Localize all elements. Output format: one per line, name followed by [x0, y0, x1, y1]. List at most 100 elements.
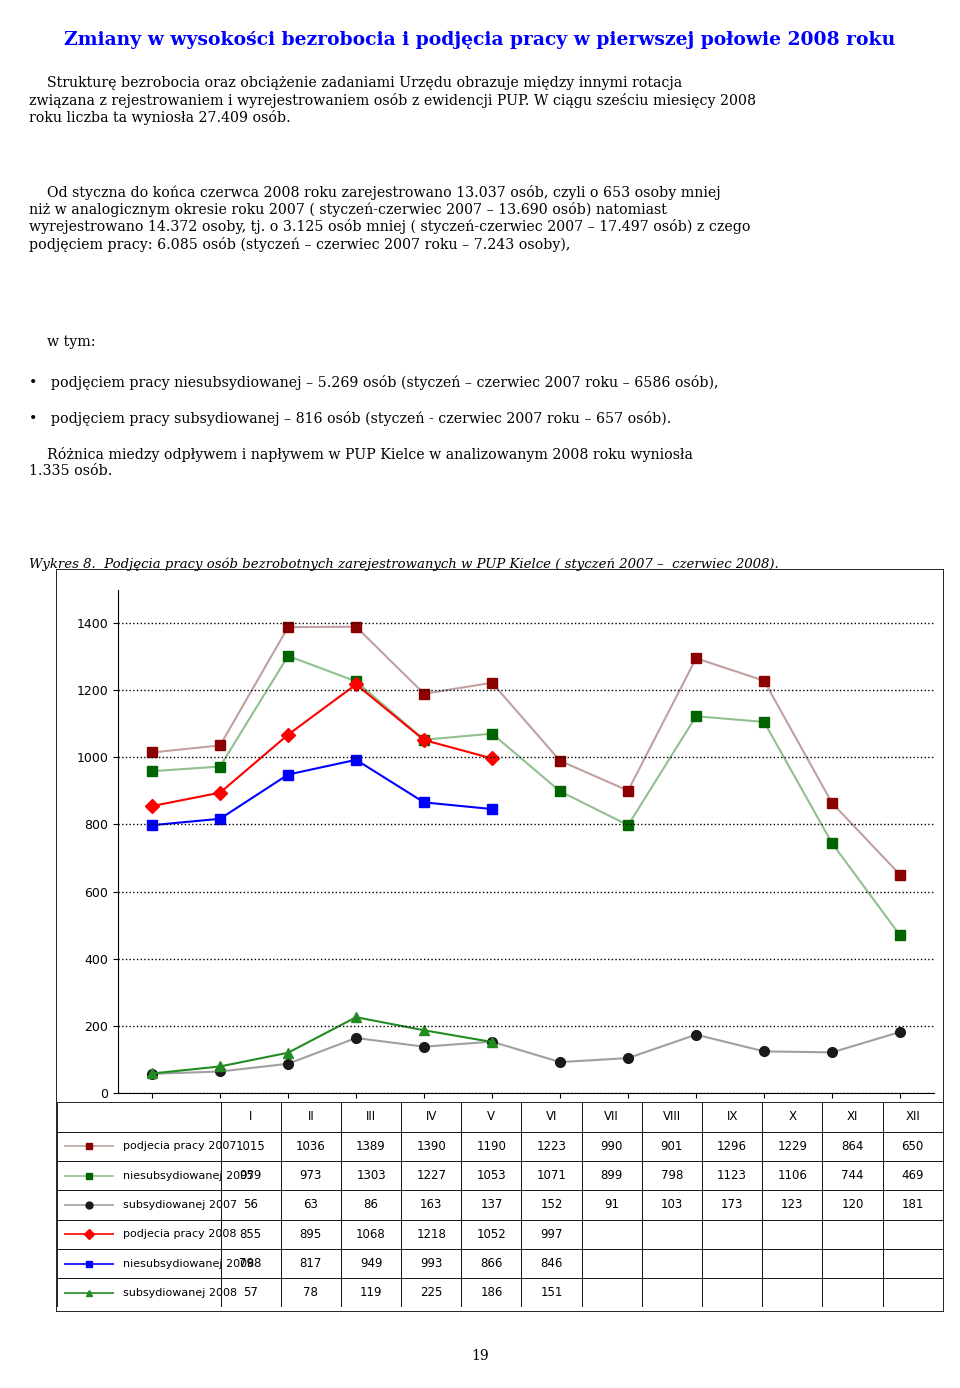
Bar: [702, 1160, 762, 1191]
Text: 137: 137: [480, 1198, 503, 1212]
Bar: [882, 1191, 943, 1220]
Bar: [582, 1191, 642, 1220]
Bar: [582, 1131, 642, 1160]
Text: 895: 895: [300, 1228, 322, 1241]
Text: 63: 63: [303, 1198, 319, 1212]
Text: 990: 990: [601, 1140, 623, 1153]
Text: 650: 650: [901, 1140, 924, 1153]
Bar: [462, 1191, 521, 1220]
Text: IX: IX: [727, 1110, 738, 1123]
Text: niesubsydiowanej 2007: niesubsydiowanej 2007: [123, 1170, 254, 1181]
Text: X: X: [788, 1110, 796, 1123]
Bar: [57, 1131, 221, 1160]
Bar: [280, 1160, 341, 1191]
Text: 56: 56: [243, 1198, 258, 1212]
Text: 846: 846: [540, 1258, 563, 1270]
Bar: [462, 1160, 521, 1191]
Bar: [462, 1102, 521, 1131]
Text: 817: 817: [300, 1258, 322, 1270]
Bar: [57, 1278, 221, 1307]
Bar: [280, 1191, 341, 1220]
Text: niesubsydiowanej 2008: niesubsydiowanej 2008: [123, 1259, 254, 1269]
Bar: [521, 1249, 582, 1278]
Text: •   podjęciem pracy niesubsydiowanej – 5.269 osób (styczeń – czerwiec 2007 roku : • podjęciem pracy niesubsydiowanej – 5.2…: [29, 375, 718, 390]
Bar: [57, 1102, 221, 1131]
Text: 1036: 1036: [296, 1140, 325, 1153]
Text: Strukturę bezrobocia oraz obciążenie zadaniami Urzędu obrazuje między innymi rot: Strukturę bezrobocia oraz obciążenie zad…: [29, 76, 756, 125]
Bar: [341, 1160, 401, 1191]
Text: 1229: 1229: [778, 1140, 807, 1153]
Bar: [401, 1249, 462, 1278]
Bar: [341, 1131, 401, 1160]
Text: 949: 949: [360, 1258, 382, 1270]
Bar: [702, 1220, 762, 1249]
Bar: [823, 1220, 882, 1249]
Text: 123: 123: [781, 1198, 804, 1212]
Bar: [702, 1191, 762, 1220]
Bar: [762, 1102, 823, 1131]
Text: 866: 866: [480, 1258, 503, 1270]
Bar: [221, 1278, 280, 1307]
Bar: [882, 1278, 943, 1307]
Bar: [401, 1131, 462, 1160]
Text: 1223: 1223: [537, 1140, 566, 1153]
Text: Zmiany w wysokości bezrobocia i podjęcia pracy w pierwszej połowie 2008 roku: Zmiany w wysokości bezrobocia i podjęcia…: [64, 31, 896, 49]
Text: 1390: 1390: [417, 1140, 446, 1153]
Bar: [401, 1102, 462, 1131]
Text: 1106: 1106: [778, 1169, 807, 1183]
Bar: [57, 1160, 221, 1191]
Text: 151: 151: [540, 1287, 563, 1299]
Bar: [462, 1220, 521, 1249]
Text: 163: 163: [420, 1198, 443, 1212]
Text: 78: 78: [303, 1287, 319, 1299]
Bar: [823, 1249, 882, 1278]
Bar: [642, 1102, 702, 1131]
Bar: [401, 1160, 462, 1191]
Bar: [401, 1278, 462, 1307]
Bar: [521, 1191, 582, 1220]
Text: 855: 855: [240, 1228, 262, 1241]
Text: 744: 744: [841, 1169, 864, 1183]
Text: 1071: 1071: [537, 1169, 566, 1183]
Bar: [702, 1249, 762, 1278]
Text: VIII: VIII: [662, 1110, 681, 1123]
Bar: [280, 1220, 341, 1249]
Text: 86: 86: [364, 1198, 378, 1212]
Text: 798: 798: [660, 1169, 684, 1183]
Text: 225: 225: [420, 1287, 443, 1299]
Text: 959: 959: [239, 1169, 262, 1183]
Text: 152: 152: [540, 1198, 563, 1212]
Text: II: II: [307, 1110, 314, 1123]
Bar: [341, 1220, 401, 1249]
Text: 91: 91: [604, 1198, 619, 1212]
Bar: [762, 1278, 823, 1307]
Bar: [823, 1278, 882, 1307]
Text: 1015: 1015: [236, 1140, 266, 1153]
Bar: [462, 1249, 521, 1278]
Text: subsydiowanej 2008: subsydiowanej 2008: [123, 1288, 237, 1298]
Bar: [882, 1220, 943, 1249]
Text: IV: IV: [425, 1110, 437, 1123]
Bar: [341, 1191, 401, 1220]
Bar: [702, 1278, 762, 1307]
Bar: [221, 1102, 280, 1131]
Text: 1218: 1218: [417, 1228, 446, 1241]
Text: 997: 997: [540, 1228, 563, 1241]
Text: III: III: [366, 1110, 376, 1123]
Text: 1068: 1068: [356, 1228, 386, 1241]
Text: 993: 993: [420, 1258, 443, 1270]
Bar: [823, 1191, 882, 1220]
Bar: [823, 1131, 882, 1160]
Text: 119: 119: [360, 1287, 382, 1299]
Bar: [401, 1191, 462, 1220]
Bar: [221, 1220, 280, 1249]
Text: 1389: 1389: [356, 1140, 386, 1153]
Text: 57: 57: [243, 1287, 258, 1299]
Bar: [221, 1191, 280, 1220]
Text: 1296: 1296: [717, 1140, 747, 1153]
Bar: [521, 1102, 582, 1131]
Text: podjecia pracy 2007: podjecia pracy 2007: [123, 1141, 236, 1151]
Bar: [823, 1102, 882, 1131]
Text: 181: 181: [901, 1198, 924, 1212]
Text: Różnica miedzy odpływem i napływem w PUP Kielce w analizowanym 2008 roku wyniosł: Różnica miedzy odpływem i napływem w PUP…: [29, 447, 693, 477]
